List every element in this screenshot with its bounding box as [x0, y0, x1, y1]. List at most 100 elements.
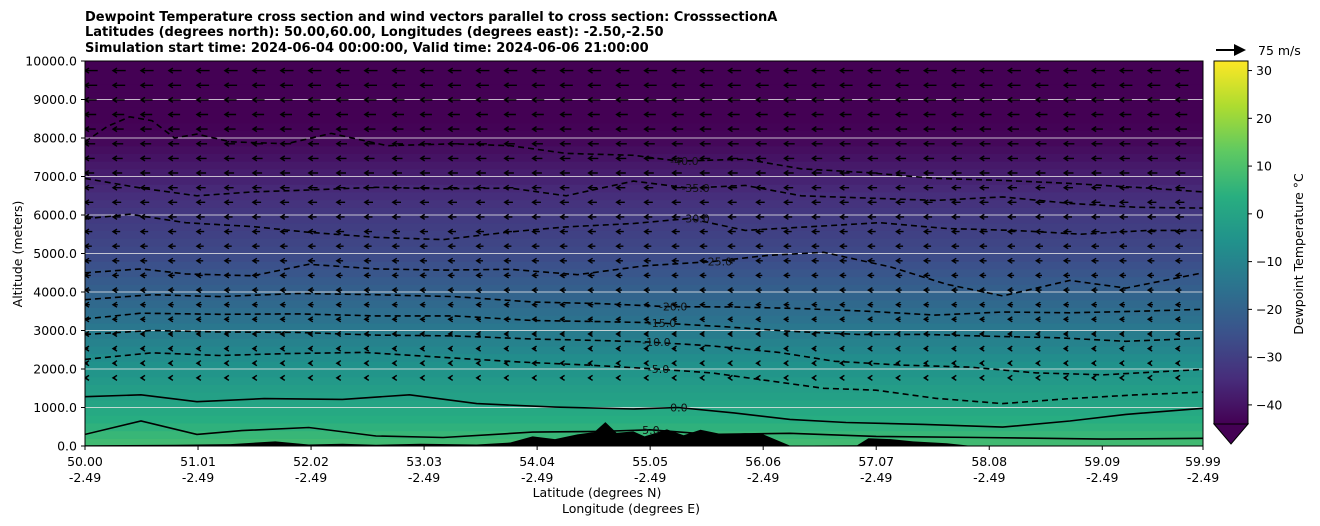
field-band	[85, 184, 1203, 193]
wind-vector	[503, 111, 516, 118]
wind-vector	[85, 199, 94, 206]
wind-vector	[391, 111, 404, 118]
wind-vector	[279, 374, 286, 381]
wind-vector	[783, 82, 797, 89]
wind-vector	[811, 330, 817, 338]
wind-vector	[475, 82, 489, 89]
wind-vector	[1034, 199, 1045, 206]
wind-vector	[335, 360, 342, 367]
wind-vector	[1062, 360, 1069, 367]
field-band	[85, 99, 1203, 108]
wind-vector	[671, 316, 677, 323]
wind-vector	[950, 374, 957, 381]
wind-vector	[363, 330, 370, 338]
wind-vector	[615, 184, 626, 191]
wind-vector	[391, 287, 399, 294]
wind-vector	[783, 374, 789, 381]
wind-vector	[922, 67, 937, 74]
wind-vector	[839, 169, 850, 177]
contour-line	[85, 329, 1203, 376]
wind-vector	[503, 287, 510, 294]
wind-vector	[1034, 82, 1049, 89]
wind-vector	[167, 126, 180, 133]
wind-vector	[531, 184, 542, 191]
wind-vector	[531, 169, 542, 177]
wind-vector	[699, 199, 709, 206]
field-band	[85, 292, 1203, 301]
wind-vector	[867, 330, 873, 338]
wind-vector	[1034, 140, 1047, 147]
field-band	[85, 222, 1203, 231]
x-tick-label-lat: 59.09	[1084, 454, 1120, 469]
wind-vector	[1062, 316, 1069, 323]
wind-vector	[615, 140, 627, 147]
wind-vector	[783, 155, 795, 162]
wind-vector	[531, 111, 544, 118]
wind-vector	[503, 213, 513, 220]
wind-vector	[895, 301, 902, 308]
wind-vector	[950, 82, 965, 89]
wind-vector	[587, 301, 594, 308]
wind-vector	[978, 374, 985, 381]
wind-vector	[643, 272, 651, 279]
wind-vector	[139, 126, 152, 133]
wind-vector	[755, 316, 761, 323]
wind-vector	[783, 228, 792, 235]
wind-vector	[978, 111, 992, 118]
wind-vector	[699, 140, 711, 147]
wind-vector	[1174, 111, 1188, 118]
wind-vector	[447, 111, 460, 118]
wind-vector	[251, 243, 260, 250]
wind-vector	[195, 243, 204, 250]
wind-vector	[643, 345, 649, 352]
wind-vector	[922, 213, 933, 220]
wind-vector	[950, 126, 963, 133]
wind-vector	[811, 228, 820, 235]
field-band	[85, 68, 1203, 77]
wind-vector	[1118, 96, 1132, 103]
wind-vector	[839, 228, 848, 235]
y-tick-label: 5000.0	[33, 246, 77, 261]
wind-vector	[85, 287, 91, 294]
wind-vector	[111, 82, 126, 89]
wind-vector	[783, 257, 791, 264]
wind-vector	[783, 287, 790, 294]
wind-vector	[1146, 199, 1157, 206]
chart-title-line-1: Dewpoint Temperature cross section and w…	[85, 10, 777, 25]
x-tick-label-lon: -2.49	[182, 470, 214, 485]
wind-vector	[922, 374, 929, 381]
wind-vector	[895, 67, 909, 74]
wind-vector	[111, 140, 124, 147]
wind-vector	[1174, 316, 1181, 323]
wind-vector	[783, 213, 793, 220]
wind-vector	[307, 140, 319, 147]
x-tick-label-lon: -2.49	[521, 470, 553, 485]
wind-vector	[950, 184, 962, 191]
wind-vector	[727, 374, 733, 381]
wind-vector	[419, 243, 428, 250]
wind-vector	[1118, 243, 1127, 250]
wind-vector	[643, 257, 651, 264]
wind-vector	[1006, 67, 1021, 74]
wind-vector	[195, 287, 203, 294]
field-band	[85, 369, 1203, 378]
wind-vector	[391, 96, 405, 103]
wind-vector	[671, 228, 680, 235]
wind-vector	[391, 257, 399, 264]
wind-vector	[223, 243, 232, 250]
contour-line	[85, 251, 1203, 297]
colorbar-tick-label: −10	[1256, 254, 1282, 269]
wind-vector	[475, 213, 485, 220]
wind-vector	[839, 155, 851, 162]
wind-vector	[783, 330, 789, 338]
x-tick-label-lat: 57.07	[858, 454, 894, 469]
wind-vector	[559, 140, 571, 147]
wind-vector	[978, 184, 989, 191]
wind-vector	[699, 316, 705, 323]
wind-vector	[1146, 228, 1156, 235]
wind-vector	[139, 228, 149, 235]
contour-line	[85, 213, 1203, 241]
wind-vector	[1062, 67, 1077, 74]
wind-vector	[671, 111, 684, 118]
wind-vector	[447, 301, 454, 308]
